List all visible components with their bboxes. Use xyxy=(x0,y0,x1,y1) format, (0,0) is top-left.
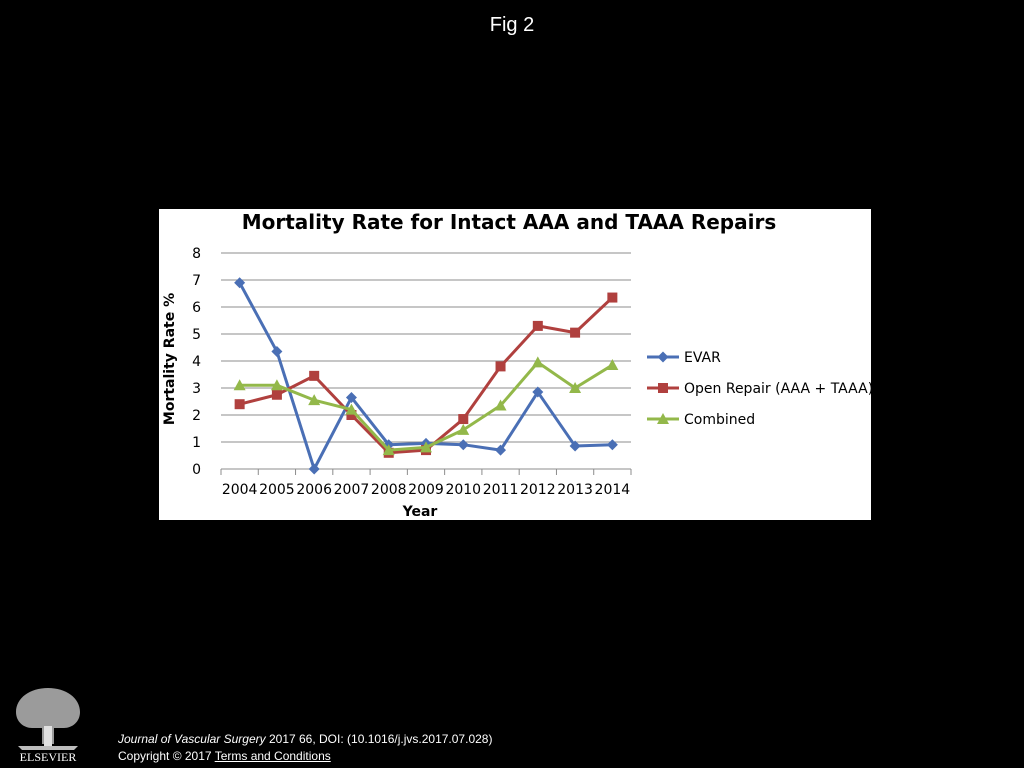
data-point-evar xyxy=(569,440,581,452)
data-point-open-repair-aaa-taaa xyxy=(607,292,618,303)
data-point-combined xyxy=(308,394,321,406)
data-point-open-repair-aaa-taaa xyxy=(532,320,543,331)
x-tick-label: 2007 xyxy=(334,482,370,498)
data-point-evar xyxy=(606,439,618,451)
data-point-open-repair-aaa-taaa xyxy=(570,327,581,338)
elsevier-logo: ELSEVIER xyxy=(8,680,88,764)
x-tick-label: 2009 xyxy=(408,482,444,498)
journal-name: Journal of Vascular Surgery xyxy=(118,732,266,746)
y-axis-title: Mortality Rate % xyxy=(162,293,178,425)
legend-label-open-repair-aaa-taaa: Open Repair (AAA + TAAA) xyxy=(684,381,871,397)
data-point-evar xyxy=(345,391,357,403)
copyright-text: Copyright © 2017 xyxy=(118,749,215,763)
terms-link[interactable]: Terms and Conditions xyxy=(214,749,331,763)
series-layer xyxy=(233,277,619,475)
y-tick-label: 8 xyxy=(192,246,201,262)
data-point-combined xyxy=(569,382,582,393)
data-point-combined xyxy=(494,399,507,411)
x-tick-label: 2004 xyxy=(222,482,258,498)
publisher-wordmark: ELSEVIER xyxy=(20,750,77,764)
data-point-open-repair-aaa-taaa xyxy=(309,370,320,381)
legend-label-combined: Combined xyxy=(684,412,755,428)
y-tick-label: 0 xyxy=(192,462,201,478)
legend-marker-evar xyxy=(657,351,669,363)
data-point-combined xyxy=(606,359,619,371)
data-point-combined xyxy=(382,444,395,456)
citation-block: Journal of Vascular Surgery 2017 66, DOI… xyxy=(118,731,492,765)
series-open-repair-aaa-taaa xyxy=(234,292,618,458)
series-combined xyxy=(233,356,619,456)
data-point-combined xyxy=(233,379,246,391)
x-tick-label: 2011 xyxy=(483,482,519,498)
y-tick-label: 3 xyxy=(192,381,201,397)
data-point-combined xyxy=(420,441,432,453)
chart-title: Mortality Rate for Intact AAA and TAAA R… xyxy=(242,210,777,234)
copyright-line: Copyright © 2017 Terms and Conditions xyxy=(118,748,492,765)
data-point-open-repair-aaa-taaa xyxy=(458,414,469,425)
chart-panel: Mortality Rate for Intact AAA and TAAA R… xyxy=(159,209,871,520)
data-point-open-repair-aaa-taaa xyxy=(271,389,282,400)
data-point-evar xyxy=(495,444,507,456)
y-tick-label: 6 xyxy=(192,300,201,316)
x-tick-label: 2006 xyxy=(296,482,332,498)
data-point-combined xyxy=(345,403,358,415)
legend-marker-combined xyxy=(657,413,669,424)
legend: EVAR Open Repair (AAA + TAAA) Combined xyxy=(647,350,871,428)
legend-marker-open-repair-aaa-taaa xyxy=(658,383,668,393)
legend-label-evar: EVAR xyxy=(684,350,721,366)
data-point-evar xyxy=(457,439,469,451)
x-tick-label: 2010 xyxy=(445,482,481,498)
gridlines xyxy=(221,252,631,443)
data-point-evar xyxy=(308,463,320,475)
y-tick-label: 5 xyxy=(192,327,201,343)
citation-details: 2017 66, DOI: (10.1016/j.jvs.2017.07.028… xyxy=(265,732,493,746)
tree-icon xyxy=(16,688,80,750)
y-tick-label: 4 xyxy=(192,354,201,370)
y-tick-label: 7 xyxy=(192,273,201,289)
x-axis-title: Year xyxy=(402,504,438,520)
x-tick-label: 2014 xyxy=(595,482,631,498)
data-point-evar xyxy=(271,346,283,358)
data-point-open-repair-aaa-taaa xyxy=(495,361,506,372)
citation-line: Journal of Vascular Surgery 2017 66, DOI… xyxy=(118,731,492,748)
data-point-open-repair-aaa-taaa xyxy=(234,399,245,410)
figure-label: Fig 2 xyxy=(489,14,535,36)
x-tick-label: 2005 xyxy=(259,482,295,498)
data-point-evar xyxy=(532,386,544,398)
data-point-combined xyxy=(531,356,544,368)
x-tick-label: 2008 xyxy=(371,482,407,498)
y-tick-label: 2 xyxy=(192,408,201,424)
data-point-evar xyxy=(234,277,246,289)
x-tick-label: 2013 xyxy=(557,482,593,498)
y-tick-label: 1 xyxy=(192,435,201,451)
x-tick-label: 2012 xyxy=(520,482,556,498)
data-point-combined xyxy=(270,379,283,391)
line-chart: Mortality Rate for Intact AAA and TAAA R… xyxy=(162,210,871,520)
data-point-combined xyxy=(457,423,470,435)
data-point-open-repair-aaa-taaa xyxy=(346,410,357,420)
